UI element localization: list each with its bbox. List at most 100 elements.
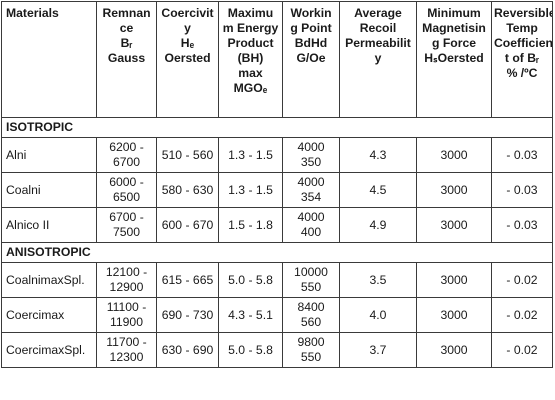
coercivity-cell: 615 - 665 <box>156 262 219 298</box>
header-line: Workin <box>290 6 332 20</box>
header-line: Recoil <box>359 21 397 35</box>
energy-product-cell: 4.3 - 5.1 <box>218 297 283 333</box>
remnance-cell-line: 11100 - <box>106 300 147 314</box>
header-line: BdHd <box>294 36 328 50</box>
recoil-permeability-cell: 4.0 <box>339 297 417 333</box>
header-line: Permeabilit <box>345 36 411 50</box>
material-cell: Coalni <box>1 172 97 208</box>
working-point-cell-line: 350 <box>300 155 322 169</box>
table-row: Coercimax 11100 -11900 690 - 730 4.3 - 5.1 8… <box>1 297 553 333</box>
header-line: g Force <box>431 36 477 50</box>
working-point-cell: 9800 550 <box>282 332 340 368</box>
remnance-cell-line: 6200 - <box>109 140 144 154</box>
recoil-permeability-cell: 3.5 <box>339 262 417 298</box>
temp-coefficient-cell: - 0.03 <box>491 172 553 208</box>
header-line: m Energy <box>222 21 279 35</box>
section-title: ISOTROPIC <box>1 117 553 138</box>
material-cell: Coercimax <box>1 297 97 333</box>
header-line: Hₑ <box>180 36 195 50</box>
magnetising-force-cell: 3000 <box>416 297 492 333</box>
material-cell: CoercimaxSpl. <box>1 332 97 368</box>
header-line: Coefficien <box>494 36 553 50</box>
energy-product-cell: 1.3 - 1.5 <box>218 137 283 173</box>
coercivity-cell: 600 - 670 <box>156 207 219 243</box>
header-line: Product <box>227 36 274 50</box>
energy-product-cell: 5.0 - 5.8 <box>218 262 283 298</box>
header-line: MGOₑ <box>233 81 268 95</box>
remnance-cell: 6200 -6700 <box>96 137 157 173</box>
energy-product-cell: 5.0 - 5.8 <box>218 332 283 368</box>
header-line: HₛOersted <box>424 51 484 65</box>
coercivity-cell: 690 - 730 <box>156 297 219 333</box>
header-line: Coercivit <box>161 6 214 20</box>
header-line: t of Bᵣ <box>504 51 540 65</box>
section-title: ANISOTROPIC <box>1 242 553 263</box>
magnetising-force-cell: 3000 <box>416 207 492 243</box>
header-line: Magnetisin <box>422 21 486 35</box>
header-line: Remnan <box>102 6 151 20</box>
working-point-cell: 8400 560 <box>282 297 340 333</box>
table-body: ISOTROPIC Alni 6200 -6700 510 - 560 1.3 - 1.… <box>1 117 553 368</box>
remnance-cell: 11700 -12300 <box>96 332 157 368</box>
working-point-cell-line: 4000 <box>297 175 325 189</box>
magnetising-force-cell: 3000 <box>416 262 492 298</box>
remnance-cell-line: 11900 <box>110 315 143 329</box>
working-point-cell-line: 4000 <box>297 210 325 224</box>
recoil-permeability-cell: 4.3 <box>339 137 417 173</box>
magnet-properties-table-container: Materials Remnan ce Bᵣ Gauss Coercivit y Hₑ Oers… <box>1 1 553 368</box>
header-line: G/Oe <box>296 51 326 65</box>
remnance-cell-line: 11700 - <box>106 335 147 349</box>
working-point-cell: 10000 550 <box>282 262 340 298</box>
remnance-cell: 12100 -12900 <box>96 262 157 298</box>
header-magnetising: Minimum Magnetisin g Force HₛOersted <box>416 1 492 118</box>
remnance-cell-line: 6500 <box>112 190 141 204</box>
temp-coefficient-cell: - 0.02 <box>491 297 553 333</box>
header-line: max <box>238 66 263 80</box>
working-point-cell-line: 550 <box>300 280 322 294</box>
header-line: (BH) <box>237 51 264 65</box>
header-temp-coeff: Reversible Temp Coefficien t of Bᵣ% /ºC <box>491 1 553 118</box>
working-point-cell: 4000 354 <box>282 172 340 208</box>
magnet-properties-table: Materials Remnan ce Bᵣ Gauss Coercivit y Hₑ Oers… <box>1 1 553 368</box>
header-line: Maximu <box>227 6 274 20</box>
header-line: Materials <box>6 6 59 20</box>
table-row: CoalnimaxSpl. 12100 -12900 615 - 665 5.0 - … <box>1 262 553 298</box>
working-point-cell-line: 10000 <box>294 265 328 279</box>
temp-coefficient-cell: - 0.02 <box>491 262 553 298</box>
recoil-permeability-cell: 4.5 <box>339 172 417 208</box>
remnance-cell-line: 6700 - <box>109 210 144 224</box>
working-point-cell-line: 9800 <box>297 335 325 349</box>
header-recoil: Average Recoil Permeabilit y <box>339 1 417 118</box>
remnance-cell: 6000 -6500 <box>96 172 157 208</box>
header-line: % /ºC <box>506 66 538 80</box>
table-row: Alni 6200 -6700 510 - 560 1.3 - 1.5 4000 350 4… <box>1 137 553 173</box>
header-line: Gauss <box>107 51 146 65</box>
remnance-cell-line: 12300 <box>109 350 144 364</box>
working-point-cell-line: 8400 <box>297 300 325 314</box>
remnance-cell: 6700 -7500 <box>96 207 157 243</box>
header-working-point: Workin g Point BdHd G/Oe <box>282 1 340 118</box>
remnance-cell-line: 7500 <box>112 225 141 239</box>
working-point-cell-line: 560 <box>300 315 322 329</box>
header-line: y <box>184 21 191 35</box>
working-point-cell-line: 550 <box>300 350 322 364</box>
material-cell: Alni <box>1 137 97 173</box>
working-point-cell: 4000 350 <box>282 137 340 173</box>
temp-coefficient-cell: - 0.02 <box>491 332 553 368</box>
header-line: Minimum <box>427 6 481 20</box>
magnetising-force-cell: 3000 <box>416 172 492 208</box>
table-row: CoercimaxSpl. 11700 -12300 630 - 690 5.0 - … <box>1 332 553 368</box>
header-line: Oersted <box>164 51 211 65</box>
header-coercivity: Coercivit y Hₑ Oersted <box>156 1 219 118</box>
working-point-cell-line: 354 <box>300 190 322 204</box>
section-row: ISOTROPIC <box>1 117 553 138</box>
header-line: g Point <box>290 21 332 35</box>
coercivity-cell: 580 - 630 <box>156 172 219 208</box>
remnance-cell-line: 6700 <box>112 155 141 169</box>
magnetising-force-cell: 3000 <box>416 332 492 368</box>
magnetising-force-cell: 3000 <box>416 137 492 173</box>
table-row: Alnico II 6700 -7500 600 - 670 1.5 - 1.8 400… <box>1 207 553 243</box>
header-line: y <box>374 51 382 65</box>
temp-coefficient-cell: - 0.03 <box>491 207 553 243</box>
working-point-cell-line: 4000 <box>297 140 325 154</box>
